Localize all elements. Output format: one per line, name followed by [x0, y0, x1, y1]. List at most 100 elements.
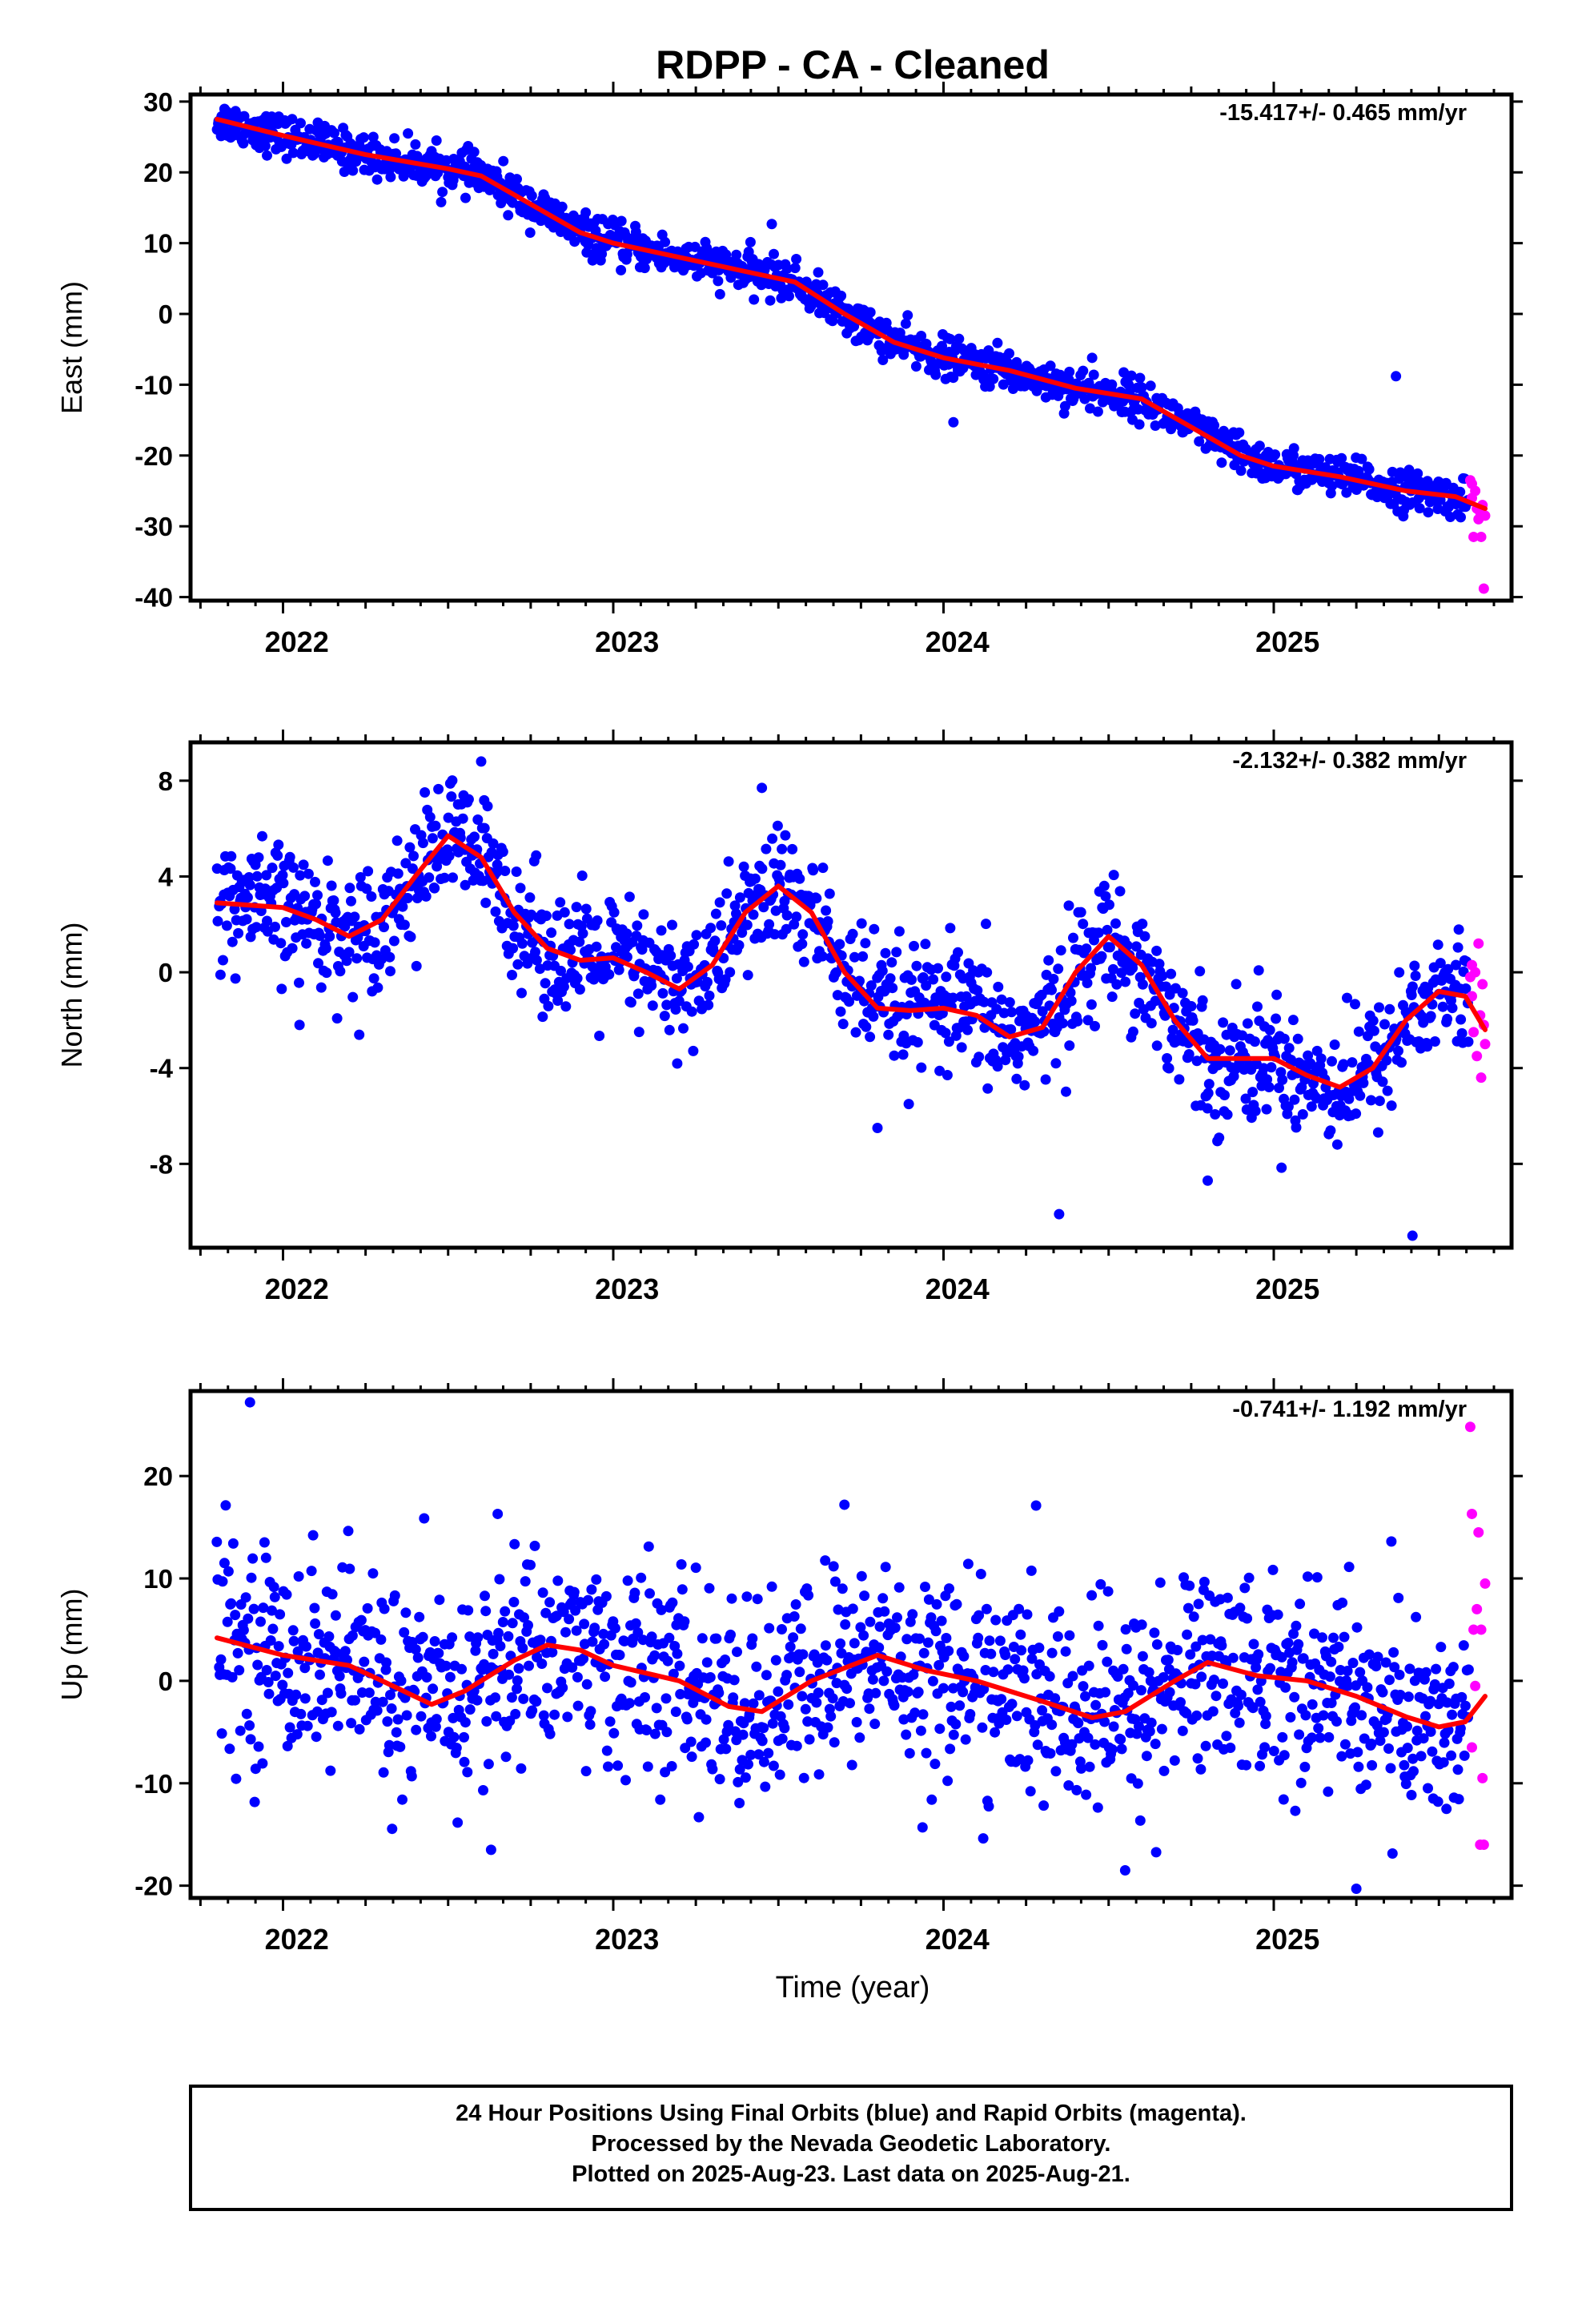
- final-point: [558, 1606, 569, 1618]
- final-point: [599, 1638, 610, 1650]
- final-point: [851, 1717, 862, 1727]
- final-point: [1337, 1597, 1348, 1608]
- final-point: [1083, 1660, 1094, 1671]
- final-point: [538, 1710, 549, 1721]
- final-point: [311, 1706, 323, 1717]
- final-point: [1387, 466, 1398, 477]
- east-fit-curve: [215, 116, 1488, 512]
- final-point: [1377, 1076, 1388, 1088]
- final-point: [358, 132, 369, 143]
- final-point: [470, 1645, 481, 1656]
- final-point: [713, 1687, 725, 1699]
- final-point: [1193, 1598, 1204, 1610]
- final-point: [850, 1027, 861, 1038]
- final-point: [716, 920, 727, 931]
- final-point: [1277, 1074, 1288, 1085]
- final-point: [448, 872, 458, 883]
- final-point: [1455, 486, 1466, 497]
- final-point: [1136, 1685, 1146, 1696]
- final-point: [1280, 1682, 1291, 1693]
- final-point: [267, 862, 278, 874]
- final-point: [1362, 1682, 1373, 1693]
- final-point: [1037, 1006, 1048, 1017]
- final-point: [1108, 870, 1119, 881]
- final-point: [447, 1632, 458, 1643]
- final-point: [1307, 1699, 1318, 1710]
- final-point: [1375, 1735, 1386, 1747]
- final-point: [974, 1051, 985, 1063]
- rapid-point: [1464, 1421, 1476, 1433]
- final-point: [391, 148, 402, 159]
- final-point: [1082, 978, 1093, 988]
- final-point: [953, 947, 963, 958]
- final-point: [386, 1703, 397, 1714]
- final-point: [1315, 1053, 1327, 1064]
- final-point: [1080, 1691, 1090, 1702]
- final-point: [1199, 1576, 1210, 1587]
- final-point: [527, 1705, 538, 1716]
- final-point: [1429, 1036, 1440, 1047]
- final-point: [767, 833, 778, 844]
- final-point: [1407, 981, 1418, 992]
- final-point: [629, 1587, 640, 1598]
- final-point: [1389, 1662, 1400, 1673]
- north-fit-curve: [215, 833, 1488, 1090]
- final-point: [1250, 1105, 1261, 1116]
- final-point: [1169, 1755, 1180, 1766]
- final-point: [1360, 1779, 1371, 1791]
- final-point: [739, 1698, 750, 1709]
- final-point: [988, 373, 999, 384]
- final-point: [613, 964, 624, 975]
- final-point: [372, 982, 383, 993]
- final-point: [893, 926, 905, 937]
- final-point: [566, 1597, 577, 1608]
- final-point: [1055, 945, 1066, 956]
- final-point: [820, 1555, 831, 1566]
- final-point: [218, 955, 228, 966]
- final-point: [775, 859, 786, 870]
- final-point: [448, 1731, 460, 1743]
- final-point: [469, 831, 480, 842]
- final-point: [1122, 1687, 1134, 1699]
- final-point: [1387, 1848, 1398, 1859]
- final-point: [251, 870, 263, 882]
- final-point: [630, 227, 641, 238]
- final-point: [946, 1701, 957, 1712]
- final-point: [679, 1616, 690, 1627]
- final-point: [1221, 1029, 1232, 1040]
- final-point: [721, 888, 733, 899]
- final-point: [219, 1558, 230, 1569]
- rapid-point: [1476, 1624, 1487, 1635]
- final-point: [1442, 1697, 1453, 1708]
- final-point: [1130, 1008, 1141, 1019]
- final-point: [661, 999, 673, 1011]
- final-point: [954, 1700, 966, 1711]
- final-point: [1298, 1653, 1309, 1664]
- final-point: [1114, 886, 1126, 897]
- final-point: [1356, 453, 1367, 464]
- final-point: [1207, 1706, 1219, 1717]
- final-point: [406, 1771, 417, 1782]
- final-point: [329, 127, 339, 139]
- final-point: [557, 1683, 568, 1693]
- final-point: [1163, 1063, 1174, 1074]
- y-tick-label: 10: [143, 1564, 173, 1594]
- final-point: [1034, 1642, 1045, 1654]
- final-point: [616, 215, 627, 227]
- final-point: [404, 842, 416, 853]
- final-point: [689, 939, 700, 950]
- final-point: [917, 1822, 928, 1833]
- final-point: [1222, 1592, 1233, 1603]
- x-tick-label: 2022: [265, 625, 329, 658]
- final-point: [1386, 1536, 1397, 1547]
- final-point: [643, 1541, 654, 1552]
- final-point: [1326, 1698, 1337, 1708]
- final-point: [287, 1625, 299, 1636]
- rapid-point: [1470, 1680, 1481, 1691]
- final-point: [443, 812, 454, 823]
- final-point: [327, 1589, 338, 1600]
- final-point: [1177, 1725, 1188, 1736]
- final-point: [1295, 1598, 1306, 1610]
- final-point: [506, 1692, 517, 1703]
- final-point: [1399, 1759, 1410, 1771]
